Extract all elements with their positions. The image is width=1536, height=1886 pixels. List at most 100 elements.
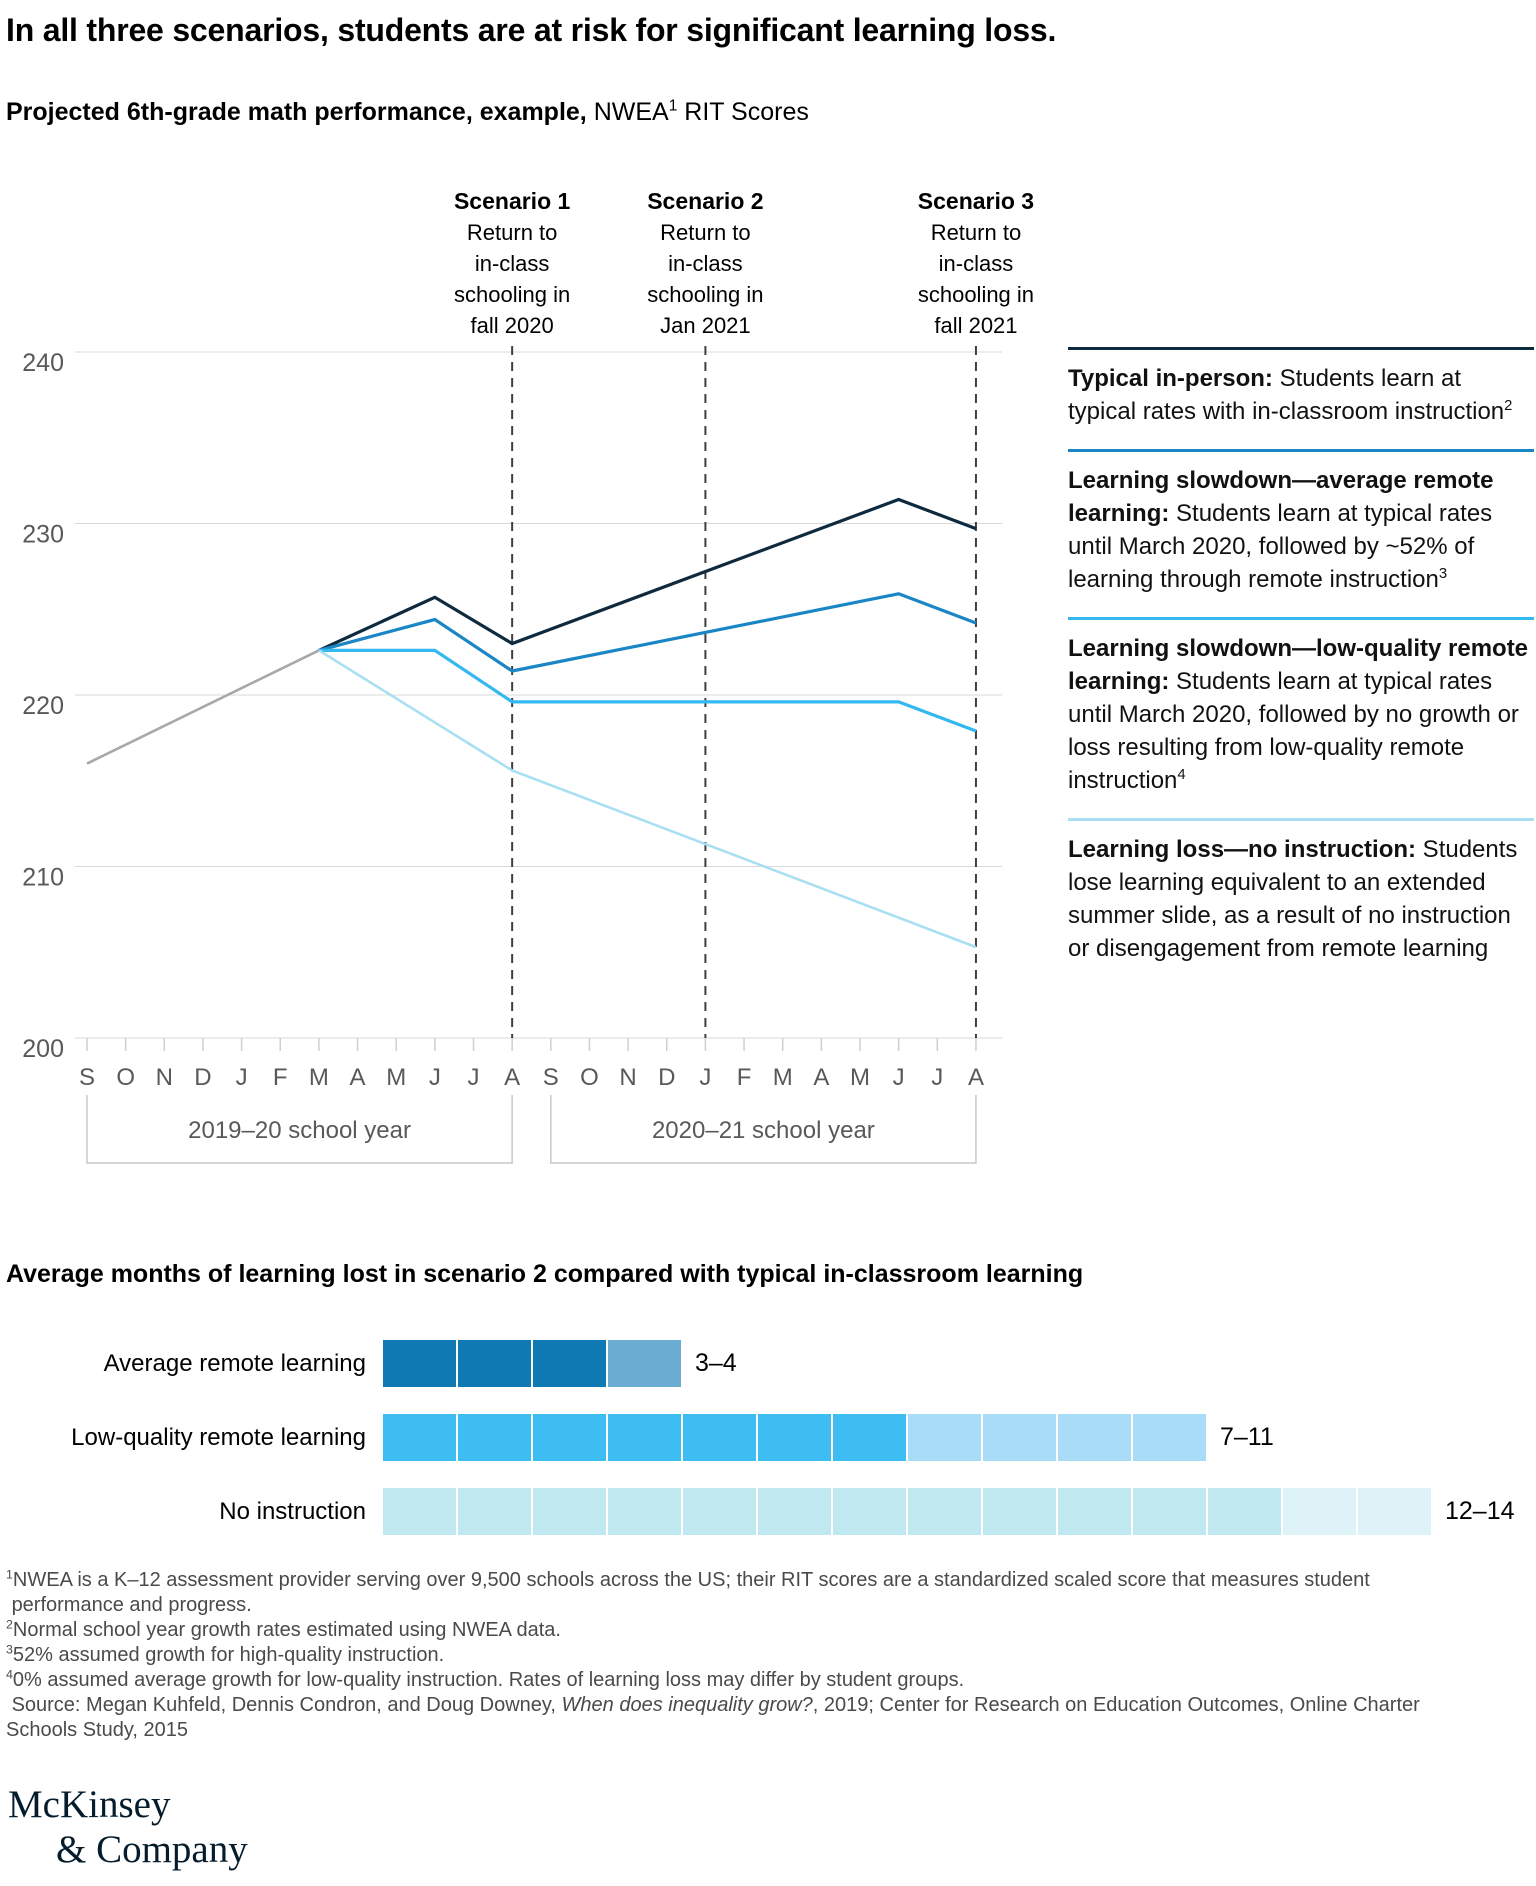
legend-item-2: Learning slowdown—average remote learnin… [1068,449,1534,617]
bar-segment-solid [833,1488,906,1535]
bar-row-2: Low-quality remote learning 7–11 [0,1414,1536,1461]
bar-segment-solid [1208,1488,1281,1535]
bar-value-label: 7–11 [1220,1423,1274,1451]
month-label: D [194,1064,211,1091]
footnote-line-3: 2Normal school year growth rates estimat… [6,1617,561,1641]
footnote-marker-2: 2 [1504,398,1513,414]
chart-subtitle-nwea: NWEA [586,98,669,126]
month-label: F [273,1064,288,1091]
month-label: A [350,1064,366,1091]
bar-segment-range [908,1414,981,1461]
month-label: N [619,1064,636,1091]
month-label: O [116,1064,135,1091]
scenario-desc-line: schooling in [454,282,571,307]
footnote-line-6: Source: Megan Kuhfeld, Dennis Condron, a… [6,1694,1420,1716]
month-label: J [236,1064,248,1091]
bar-segment-solid [458,1414,531,1461]
scenario-name: Scenario 2 [647,188,764,214]
bar-segment-solid [458,1340,531,1387]
month-label: M [773,1064,793,1091]
month-label: M [850,1064,870,1091]
bar-value-label: 3–4 [695,1349,737,1377]
scenario-name: Scenario 1 [453,188,571,214]
bar-segment-solid [533,1488,606,1535]
footnote-number: 2 [6,1617,13,1632]
bar-category-label: No instruction [219,1498,366,1525]
month-label: J [931,1064,943,1091]
bar-segment-solid [383,1414,456,1461]
legend-term: Learning loss—no instruction: [1068,836,1417,863]
scenario-desc-line: in-class [668,251,743,276]
month-label: A [968,1064,984,1091]
bar-value-label: 12–14 [1445,1497,1515,1525]
bar-chart-title: Average months of learning lost in scena… [6,1260,1084,1288]
scenario-desc-line: schooling in [647,282,764,307]
bar-segment-solid [533,1340,606,1387]
month-label: D [658,1064,675,1091]
footnote-number: 3 [6,1642,13,1657]
footnote-marker-1: 1 [668,97,678,115]
month-label: J [699,1064,711,1091]
month-label: J [893,1064,905,1091]
legend-term: Typical in-person: [1068,365,1273,392]
bar-category-label: Low-quality remote learning [71,1424,366,1451]
bar-segment-solid [458,1488,531,1535]
scenario-desc-line: Return to [660,220,751,245]
month-label: M [309,1064,329,1091]
scenario-desc-line: Jan 2021 [660,313,751,338]
month-label: F [737,1064,752,1091]
scenario-header-2: Scenario 2 Return to in-class schooling in J… [610,186,800,341]
bar-row-1: Average remote learning 3–4 [0,1340,1536,1387]
page-title: In all three scenarios, students are at … [6,12,1057,48]
bar-segment-solid [1133,1488,1206,1535]
bar-segment-solid [983,1488,1056,1535]
chart-subtitle-tail: RIT Scores [677,98,809,126]
month-label: J [429,1064,441,1091]
bar-segment-range [1283,1488,1356,1535]
chart-subtitle: Projected 6th-grade math performance, ex… [6,98,809,127]
bar-segment-solid [608,1488,681,1535]
bar-segment-range [1133,1414,1206,1461]
legend-description: Students lose learning equivalent to an … [1068,836,1518,962]
bar-segment-solid [383,1340,456,1387]
y-axis-label-230: 230 [22,521,64,549]
series-line-learning-loss-no-instruction [318,649,977,949]
scenario-header-1: Scenario 1 Return to in-class schooling in f… [417,186,607,341]
footnote-number: 1 [6,1567,13,1582]
scenario-desc-line: in-class [474,251,550,276]
bar-segment-solid [908,1488,981,1535]
logo-line-1: McKinsey [8,1783,171,1826]
y-axis-label-240: 240 [22,349,64,377]
footnote-line-4: 352% assumed growth for high-quality ins… [6,1642,445,1666]
month-label: N [156,1064,173,1091]
legend-description: Students learn at typical rates until Ma… [1068,500,1493,593]
y-axis-label-220: 220 [22,692,64,720]
footnotes: 1NWEA is a K–12 assessment provider serv… [6,1568,1532,1743]
line-chart-area: 200 210 220 230 240 S O N D J F M A M J J A S O N D J F M A M J J A 2… [0,330,1050,1190]
footnote-line-2: performance and progress. [6,1594,252,1616]
footnote-line-5: 40% assumed average growth for low-quali… [6,1667,965,1691]
series-line-typical-in-person [318,497,977,652]
mckinsey-logo: McKinsey & Company [8,1782,248,1872]
bar-segment-solid [683,1414,756,1461]
y-axis-label-210: 210 [22,864,64,892]
bar-category-label: Average remote learning [103,1350,366,1377]
legend-description: Students learn at typical rates until Ma… [1068,668,1519,794]
bar-segment-range [1358,1488,1431,1535]
month-label: A [504,1064,520,1091]
series-line-learning-slowdown-average-remote-learning [318,592,977,673]
scenario-desc-line: fall 2021 [934,313,1018,338]
bar-segment-solid [683,1488,756,1535]
legend-item-3: Learning slowdown—low-quality remote lea… [1068,617,1534,818]
scenario-desc-line: in-class [938,251,1014,276]
legend-term: Learning slowdown—average remote learnin… [1068,467,1494,527]
logo-line-2: & Company [56,1828,248,1871]
footnote-line-7: Schools Study, 2015 [6,1719,188,1741]
school-year-label-1: 2019–20 school year [188,1117,411,1144]
scenario-desc-line: Return to [466,220,558,245]
school-year-label-2: 2020–21 school year [652,1117,875,1144]
school-year-bracket-1 [86,1095,513,1164]
month-label: S [543,1064,559,1091]
month-label: A [813,1064,829,1091]
